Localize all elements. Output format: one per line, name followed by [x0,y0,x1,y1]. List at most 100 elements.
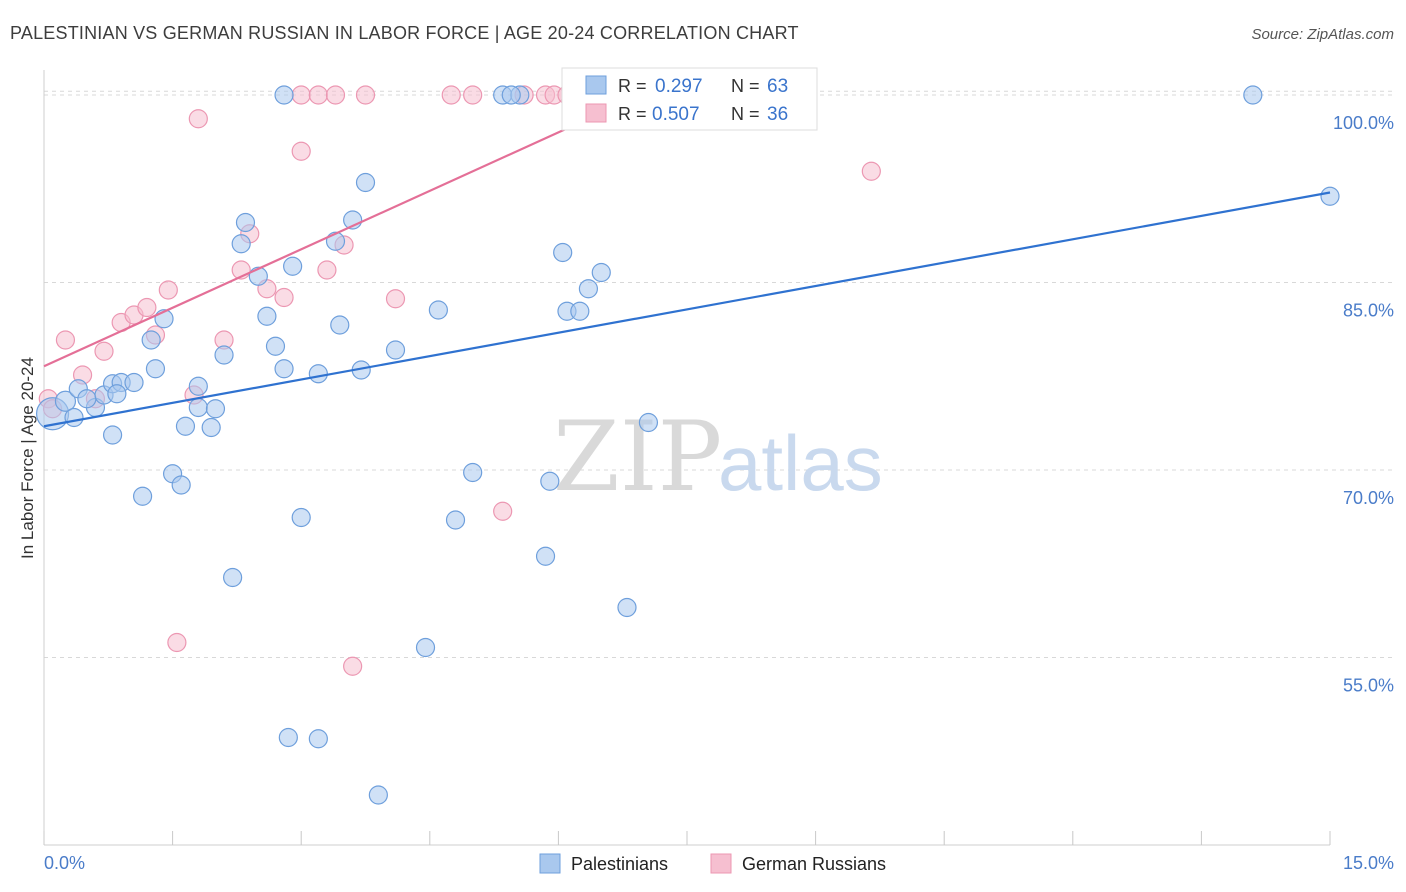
legend-n-label-pink: N = [731,104,760,124]
palestinians-point-37 [330,315,350,335]
palestinians-point-62 [501,85,521,105]
y-tick-label-2: 85.0% [1343,301,1394,321]
y-tick-labels: 55.0% 70.0% 85.0% 100.0% [1333,113,1394,696]
watermark-zip: ZIP [553,401,722,513]
german-russians-point-34 [861,161,881,181]
palestinians-point-33 [291,507,311,528]
palestinians-point-12 [141,330,161,350]
legend-n-value-pink: 36 [767,104,788,125]
palestinians-point-23 [214,345,234,365]
palestinians-trend-line [43,191,1331,428]
palestinians-point-45 [445,510,466,530]
bottom-legend: Palestinians German Russians [539,853,886,874]
legend-r-label-blue: R = [618,76,647,96]
legend-swatch-blue [585,75,607,95]
x-tick-label-max: 15.0% [1343,853,1394,873]
grid [44,90,1392,658]
palestinians-point-32 [283,256,303,276]
palestinians-point-53 [570,301,590,321]
chart-title: PALESTINIAN VS GERMAN RUSSIAN IN LABOR F… [10,23,799,43]
palestinians-point-14 [102,425,123,445]
palestinians-point-51 [553,242,573,263]
legend-n-label-blue: N = [731,76,760,96]
palestinians-point-11 [145,359,166,379]
german-russians-point-26 [385,289,406,309]
palestinians-point-60 [1320,186,1340,206]
bottom-legend-label-palestinians: Palestinians [571,854,668,874]
legend-r-value-pink: 0.507 [652,104,700,125]
palestinians-point-31 [278,727,298,748]
palestinians-point-43 [415,637,436,658]
x-tick-label-min: 0.0% [44,853,85,873]
chart-source: Source: ZipAtlas.com [1251,26,1394,43]
palestinians-point-28 [257,306,277,326]
palestinians-point-30 [274,359,294,379]
palestinians-point-22 [205,399,226,419]
palestinians-point-54 [578,279,599,299]
german-russians-point-19 [291,141,311,161]
palestinians-point-42 [385,340,406,360]
palestinians-point-50 [540,471,560,491]
y-tick-label-3: 100.0% [1333,113,1394,133]
german-russians-point-8 [137,297,157,318]
palestinians-point-21 [201,417,221,438]
bottom-legend-label-german-russians: German Russians [742,854,886,874]
palestinians-point-1 [54,390,77,412]
german-russians-point-22 [317,260,337,280]
palestinians-point-24 [223,567,243,588]
palestinians-point-40 [355,172,376,193]
palestinians-point-26 [235,212,256,233]
palestinians-point-36 [325,231,346,251]
x-minor-ticks [43,831,1331,845]
german-russians-point-25 [355,85,376,105]
legend-r-value-blue: 0.297 [655,76,703,97]
palestinians-point-18 [175,416,196,436]
german-russians-point-5 [94,341,114,361]
palestinians-point-46 [463,462,483,483]
palestinians-point-41 [368,785,388,805]
x-tick-labels: 0.0% 15.0% [44,853,1394,873]
german-russians-point-2 [55,330,76,350]
german-russians-point-20 [291,85,311,105]
palestinians-point-29 [265,336,286,356]
german-russians-point-35 [325,85,346,105]
palestinians-point-10 [124,372,144,393]
watermark: ZIP atlas [553,401,883,513]
y-tick-label-0: 55.0% [1343,676,1394,696]
legend-n-value-blue: 63 [767,76,788,97]
palestinians-point-25 [231,234,251,254]
y-tick-label-1: 70.0% [1343,488,1394,508]
palestinians-point-56 [617,597,637,618]
palestinians-point-57 [638,412,659,433]
german-russians-point-29 [493,501,513,521]
series-german-russians-points [38,85,881,676]
legend-r-label-pink: R = [618,104,647,124]
palestinians-point-55 [591,262,611,283]
german-russians-point-28 [463,85,483,105]
german-russians-point-24 [343,656,363,676]
palestinians-point-9 [107,384,127,404]
palestinians-point-61 [274,85,294,105]
german-russians-point-18 [274,287,294,308]
german-russians-point-27 [441,85,461,105]
bottom-legend-swatch-blue [539,853,561,874]
watermark-atlas: atlas [718,419,883,507]
german-russians-point-21 [308,85,328,105]
palestinians-point-19 [188,376,208,396]
german-russians-point-11 [167,632,187,653]
palestinians-point-49 [535,546,556,566]
palestinians-point-15 [132,486,153,506]
palestinians-point-59 [1243,85,1263,105]
german-russians-point-13 [188,109,208,129]
palestinians-point-35 [308,729,328,749]
palestinians-point-3 [64,407,84,428]
legend-box: R = 0.297 N = 63 R = 0.507 N = 36 [561,67,818,131]
y-axis-label: In Labor Force | Age 20-24 [18,357,37,559]
palestinians-point-44 [428,300,448,320]
palestinians-point-17 [171,475,191,495]
german-russians-point-10 [158,280,178,300]
palestinians-point-34 [308,364,328,384]
palestinians-point-20 [188,397,208,418]
palestinians-point-5 [77,389,97,409]
